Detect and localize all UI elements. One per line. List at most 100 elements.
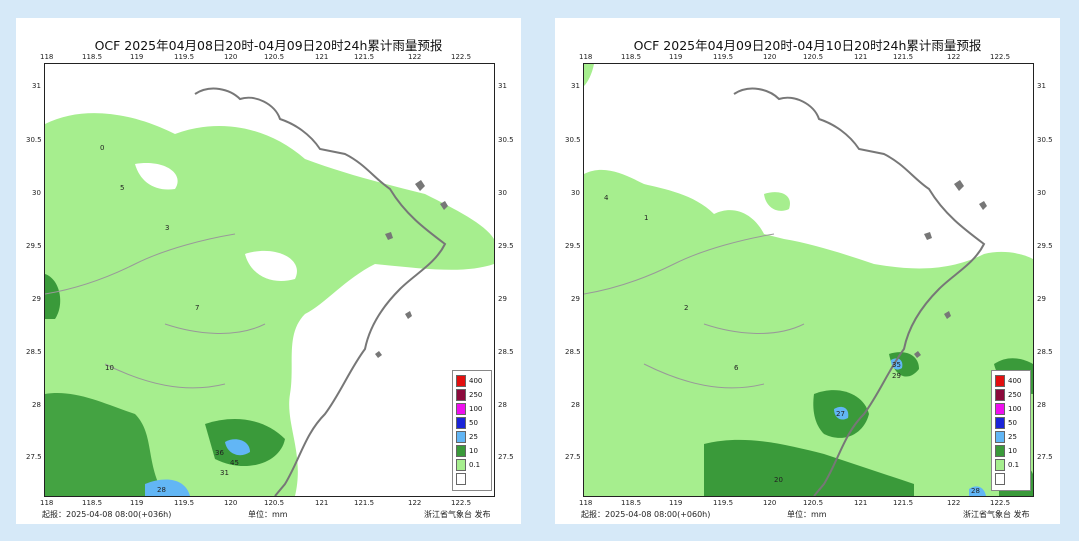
grid-value: 35: [892, 361, 901, 369]
grid-value: 2: [684, 304, 689, 312]
legend-swatch: [456, 431, 466, 443]
rainfall-map: 4 1 2 6 27 35 29 28 20: [583, 63, 1034, 497]
lon-tick: 120.5: [803, 53, 824, 61]
lat-tick: 27.5: [498, 453, 514, 461]
lon-tick: 118.5: [621, 499, 642, 507]
lon-tick: 122.5: [451, 53, 472, 61]
lon-tick: 122.5: [990, 499, 1011, 507]
legend-label: 50: [1008, 419, 1017, 427]
lon-tick: 122.5: [451, 499, 472, 507]
legend-swatch: [995, 403, 1005, 415]
legend-swatch: [456, 473, 466, 485]
lon-tick: 121: [315, 53, 329, 61]
forecast-panel-right: OCF 2025年04月09日20时-04月10日20时24h累计雨量预报 4 …: [555, 18, 1060, 524]
lon-tick: 121: [854, 499, 868, 507]
grid-value: 31: [220, 469, 229, 477]
lon-tick: 120: [224, 499, 238, 507]
lat-tick: 29.5: [498, 242, 514, 250]
lon-tick: 122.5: [990, 53, 1011, 61]
lon-tick: 121.5: [354, 499, 375, 507]
lat-tick: 28.5: [1037, 348, 1053, 356]
lat-tick: 31: [571, 82, 580, 90]
lat-tick: 29.5: [1037, 242, 1053, 250]
lat-tick: 28: [571, 401, 580, 409]
legend-swatch: [456, 403, 466, 415]
legend-swatch: [456, 417, 466, 429]
lat-tick: 30: [32, 189, 41, 197]
color-legend: 400 250 100 50 25 10 0.1: [452, 370, 492, 491]
legend-label: 250: [469, 391, 483, 399]
grid-value: 7: [195, 304, 200, 312]
lon-tick: 119: [130, 53, 144, 61]
lat-tick: 29: [498, 295, 507, 303]
lat-tick: 28.5: [26, 348, 42, 356]
legend-swatch: [995, 473, 1005, 485]
forecast-panel-left: OCF 2025年04月08日20时-04月09日20时24h累计雨量预报 0 …: [16, 18, 521, 524]
lat-tick: 31: [498, 82, 507, 90]
lon-tick: 119: [130, 499, 144, 507]
lat-tick: 28.5: [498, 348, 514, 356]
legend-swatch: [456, 375, 466, 387]
lon-tick: 119.5: [713, 499, 734, 507]
legend-swatch: [995, 459, 1005, 471]
legend-swatch: [995, 431, 1005, 443]
lon-tick: 120: [763, 53, 777, 61]
legend-swatch: [456, 445, 466, 457]
lat-tick: 28: [32, 401, 41, 409]
grid-value: 10: [105, 364, 114, 372]
rainfall-map-svg: [45, 87, 494, 496]
legend-swatch: [456, 459, 466, 471]
lat-tick: 27.5: [26, 453, 42, 461]
lon-tick: 118: [40, 53, 54, 61]
lon-tick: 118: [579, 53, 593, 61]
lon-tick: 118: [579, 499, 593, 507]
lon-tick: 120.5: [264, 499, 285, 507]
grid-value: 27: [836, 410, 845, 418]
lat-tick: 30.5: [1037, 136, 1053, 144]
lon-tick: 118.5: [82, 53, 103, 61]
lon-tick: 119.5: [713, 53, 734, 61]
lat-tick: 29.5: [26, 242, 42, 250]
lat-tick: 27.5: [1037, 453, 1053, 461]
legend-label: 250: [1008, 391, 1022, 399]
panel-title: OCF 2025年04月09日20时-04月10日20时24h累计雨量预报: [633, 38, 982, 53]
grid-value: 0: [100, 144, 105, 152]
lat-tick: 29: [1037, 295, 1046, 303]
legend-label: 25: [1008, 433, 1017, 441]
legend-label: 10: [469, 447, 478, 455]
lon-tick: 121.5: [893, 499, 914, 507]
grid-value: 1: [644, 214, 649, 222]
publisher: 浙江省气象台 发布: [963, 510, 1030, 519]
grid-value: 36: [215, 449, 224, 457]
lon-tick: 121.5: [354, 53, 375, 61]
grid-value: 28: [157, 486, 166, 494]
rainfall-map-svg: [584, 64, 1033, 496]
grid-value: 28: [971, 487, 980, 495]
unit-label: 单位：mm: [248, 510, 288, 519]
lon-tick: 118.5: [82, 499, 103, 507]
lon-tick: 119.5: [174, 53, 195, 61]
lon-tick: 118.5: [621, 53, 642, 61]
lon-tick: 119.5: [174, 499, 195, 507]
legend-label: 10: [1008, 447, 1017, 455]
lat-tick: 30.5: [26, 136, 42, 144]
grid-value: 5: [120, 184, 125, 192]
legend-swatch: [995, 375, 1005, 387]
lon-tick: 121: [315, 499, 329, 507]
lat-tick: 29.5: [565, 242, 581, 250]
publisher: 浙江省气象台 发布: [424, 510, 491, 519]
grid-value: 4: [604, 194, 609, 202]
lat-tick: 29: [571, 295, 580, 303]
lat-tick: 30.5: [565, 136, 581, 144]
legend-swatch: [995, 417, 1005, 429]
legend-swatch: [456, 389, 466, 401]
lat-tick: 28: [1037, 401, 1046, 409]
legend-label: 25: [469, 433, 478, 441]
issued-time: 起报：2025-04-08 08:00(+036h): [42, 510, 172, 519]
lon-tick: 122: [408, 499, 422, 507]
lat-tick: 30: [571, 189, 580, 197]
rainfall-map: 0 5 3 7 10 36 45 31 28: [44, 63, 495, 497]
lat-tick: 29: [32, 295, 41, 303]
grid-value: 3: [165, 224, 170, 232]
legend-label: 0.1: [469, 461, 481, 469]
